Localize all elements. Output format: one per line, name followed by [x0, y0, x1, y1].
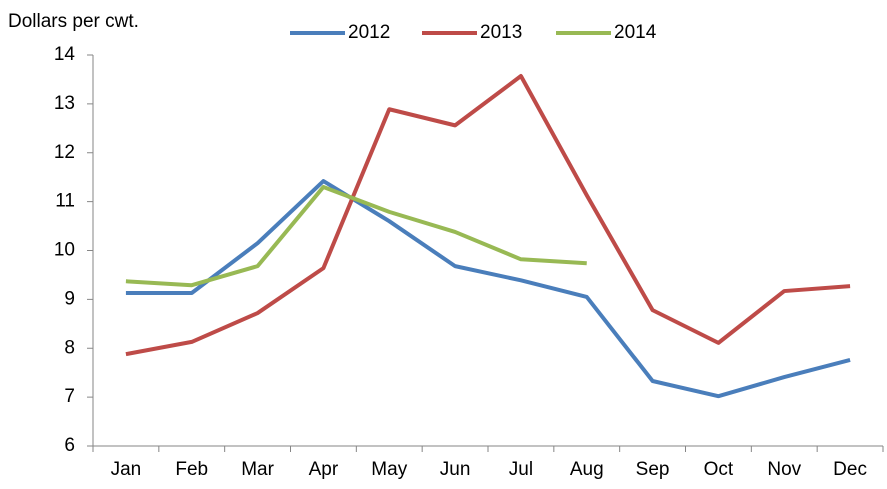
x-tick-label: Jan: [111, 459, 142, 480]
x-tick-label: Mar: [241, 459, 274, 480]
y-tick-label: 6: [64, 435, 75, 456]
series-line: [125, 179, 851, 399]
y-tick-label: 9: [64, 288, 75, 309]
legend-label: 2013: [480, 22, 522, 43]
series-line: [125, 184, 587, 288]
x-tick-label: Dec: [833, 459, 867, 480]
legend-label: 2012: [348, 22, 390, 43]
x-tick-label: Nov: [767, 459, 801, 480]
series-line: [125, 74, 851, 357]
x-tick-label: Jun: [440, 459, 471, 480]
x-tick-label: Oct: [704, 459, 734, 480]
y-tick-label: 7: [64, 386, 75, 407]
y-tick-label: 10: [54, 240, 75, 261]
x-tick-label: Apr: [309, 459, 339, 480]
x-tick-label: Sep: [636, 459, 670, 480]
y-tick-label: 14: [54, 44, 76, 65]
y-tick-label: 12: [54, 142, 75, 163]
y-tick-label: 13: [54, 93, 75, 114]
y-tick-label: 8: [64, 337, 75, 358]
legend-label: 2014: [614, 22, 657, 43]
x-tick-label: Jul: [509, 459, 533, 480]
y-axis-label: Dollars per cwt.: [8, 11, 139, 32]
x-tick-label: Aug: [570, 459, 604, 480]
x-tick-label: May: [371, 459, 407, 480]
x-tick-label: Feb: [175, 459, 208, 480]
y-tick-label: 11: [55, 191, 75, 212]
